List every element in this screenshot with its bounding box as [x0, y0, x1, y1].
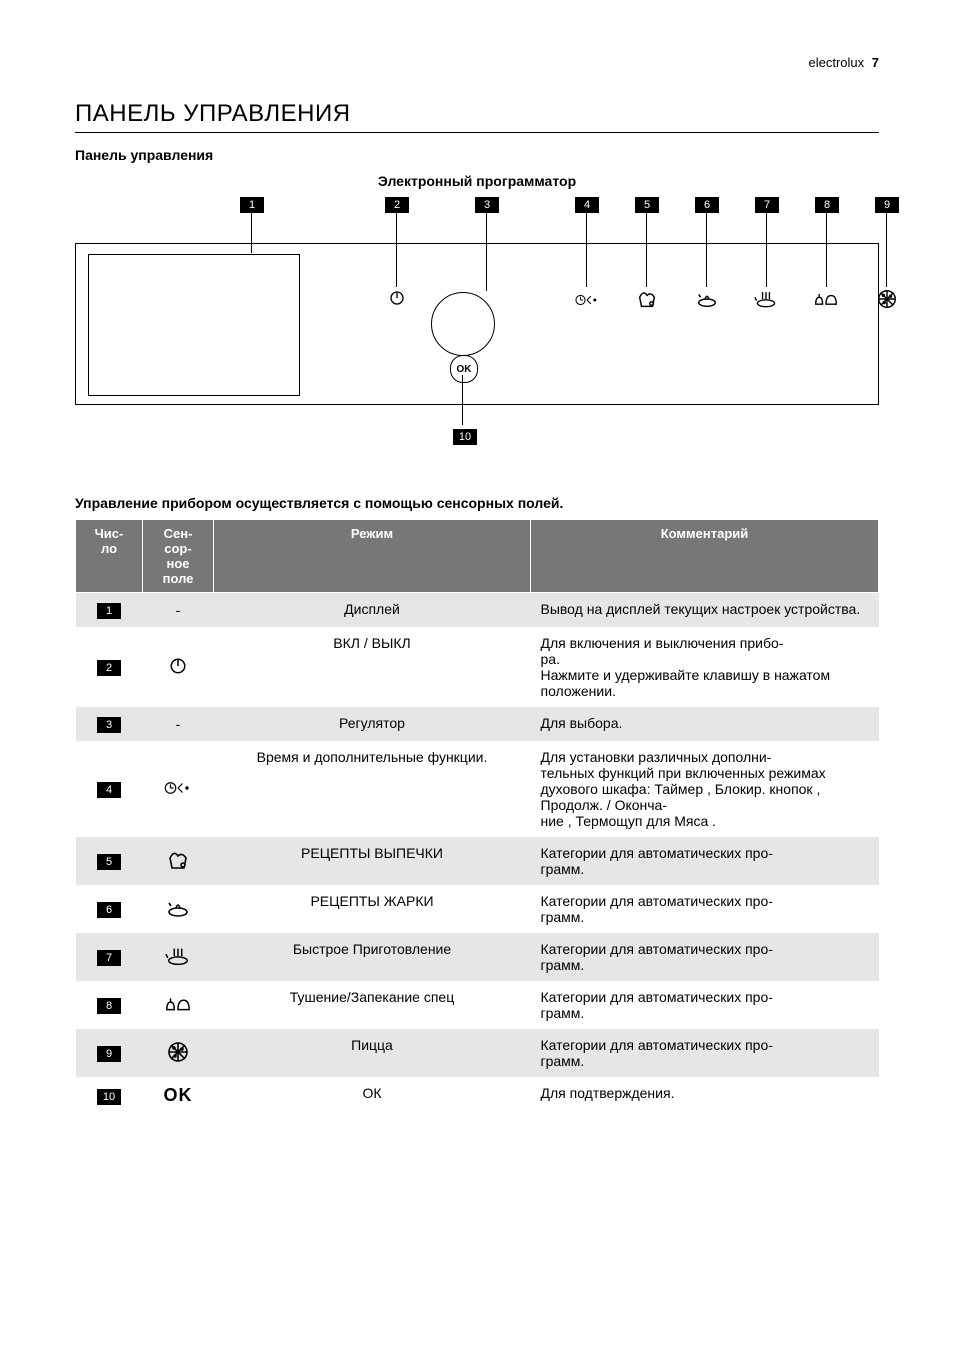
- power-icon: [389, 290, 405, 311]
- row-sensor: OK: [143, 1077, 214, 1114]
- baking-icon: [636, 288, 658, 316]
- control-panel-diagram: 1 2 3 4 5 6 7 8 9 OK: [75, 195, 879, 475]
- quick-cook-icon: [165, 955, 191, 971]
- row-mode: ВКЛ / ВЫКЛ: [214, 627, 531, 707]
- row-mode: Дисплей: [214, 593, 531, 628]
- table-row: 6 РЕЦЕПТЫ ЖАРКИКатегории для автоматическ…: [76, 885, 879, 933]
- table-row: 5 РЕЦЕПТЫ ВЫПЕЧКИКатегории для автоматиче…: [76, 837, 879, 885]
- row-mode: РЕЦЕПТЫ ЖАРКИ: [214, 885, 531, 933]
- table-row: 8 Тушение/Запекание спецКатегории для авт…: [76, 981, 879, 1029]
- row-sensor: [143, 741, 214, 837]
- page-number: 7: [872, 55, 879, 70]
- row-number: 7: [76, 933, 143, 981]
- stew-bake-icon: [165, 1003, 191, 1019]
- quick-cook-icon: [754, 288, 778, 316]
- row-number: 3: [76, 707, 143, 741]
- power-icon: [169, 662, 187, 678]
- callout-8: 8: [815, 195, 839, 213]
- row-comment: Для установки различных дополни- тельных…: [531, 741, 879, 837]
- selector-knob: OK: [431, 292, 495, 356]
- subsection-title: Панель управления: [75, 147, 879, 163]
- row-mode: Пицца: [214, 1029, 531, 1077]
- roasting-icon: [696, 288, 718, 316]
- callout-6: 6: [695, 195, 719, 213]
- row-number: 9: [76, 1029, 143, 1077]
- table-row: 7 Быстрое ПриготовлениеКатегории для авто…: [76, 933, 879, 981]
- callout-4: 4: [575, 195, 599, 213]
- row-number: 5: [76, 837, 143, 885]
- table-row: 2 ВКЛ / ВЫКЛДля включения и выключения пр…: [76, 627, 879, 707]
- clock-options-icon: [163, 785, 193, 801]
- row-sensor: [143, 981, 214, 1029]
- row-comment: Категории для автоматических про- грамм.: [531, 981, 879, 1029]
- row-number: 4: [76, 741, 143, 837]
- panel-outline: OK: [75, 243, 879, 405]
- callout-9: 9: [875, 195, 899, 213]
- ok-label: OK: [164, 1085, 193, 1105]
- row-mode: Тушение/Запекание спец: [214, 981, 531, 1029]
- row-number: 6: [76, 885, 143, 933]
- row-sensor: [143, 627, 214, 707]
- row-sensor: [143, 1029, 214, 1077]
- row-number: 8: [76, 981, 143, 1029]
- row-comment: Для выбора.: [531, 707, 879, 741]
- table-row: 1-ДисплейВывод на дисплей текущих настро…: [76, 593, 879, 628]
- baking-icon: [166, 859, 190, 875]
- diagram-title: Электронный программатор: [75, 173, 879, 189]
- th-number: Чис- ло: [76, 520, 143, 593]
- table-row: 9 ПиццаКатегории для автоматических про- …: [76, 1029, 879, 1077]
- row-number: 1: [76, 593, 143, 628]
- stew-bake-icon: [814, 288, 838, 316]
- callout-1: 1: [240, 195, 264, 213]
- row-mode: Быстрое Приготовление: [214, 933, 531, 981]
- display-box: [88, 254, 300, 396]
- brand-label: electrolux: [809, 55, 865, 70]
- section-title: ПАНЕЛЬ УПРАВЛЕНИЯ: [75, 100, 879, 133]
- row-comment: Категории для автоматических про- грамм.: [531, 933, 879, 981]
- row-sensor: [143, 837, 214, 885]
- page-header: electrolux 7: [75, 55, 879, 70]
- th-mode: Режим: [214, 520, 531, 593]
- roasting-icon: [166, 907, 190, 923]
- row-sensor: [143, 885, 214, 933]
- callout-2: 2: [385, 195, 409, 213]
- row-mode: Регулятор: [214, 707, 531, 741]
- clock-options-icon: [574, 290, 600, 316]
- pizza-icon: [166, 1051, 190, 1067]
- row-mode: ОК: [214, 1077, 531, 1114]
- table-row: 10 OK ОКДля подтверждения.: [76, 1077, 879, 1114]
- table-row: 3-РегуляторДля выбора.: [76, 707, 879, 741]
- th-comment: Комментарий: [531, 520, 879, 593]
- row-comment: Для включения и выключения прибо- ра. На…: [531, 627, 879, 707]
- row-sensor: -: [143, 707, 214, 741]
- table-intro: Управление прибором осуществляется с пом…: [75, 495, 879, 511]
- row-comment: Для подтверждения.: [531, 1077, 879, 1114]
- row-number: 10: [76, 1077, 143, 1114]
- row-comment: Вывод на дисплей текущих настроек устрой…: [531, 593, 879, 628]
- table-row: 4 Время и дополнительные функции.Для уста…: [76, 741, 879, 837]
- sensor-table: Чис- ло Сен- сор- ное поле Режим Коммент…: [75, 519, 879, 1114]
- callout-7: 7: [755, 195, 779, 213]
- row-sensor: -: [143, 593, 214, 628]
- row-number: 2: [76, 627, 143, 707]
- th-sensor: Сен- сор- ное поле: [143, 520, 214, 593]
- callout-3: 3: [475, 195, 499, 213]
- pizza-icon: [876, 288, 898, 316]
- row-sensor: [143, 933, 214, 981]
- callout-5: 5: [635, 195, 659, 213]
- row-comment: Категории для автоматических про- грамм.: [531, 1029, 879, 1077]
- ok-button-label: OK: [450, 355, 478, 383]
- row-mode: РЕЦЕПТЫ ВЫПЕЧКИ: [214, 837, 531, 885]
- row-mode: Время и дополнительные функции.: [214, 741, 531, 837]
- row-comment: Категории для автоматических про- грамм.: [531, 837, 879, 885]
- row-comment: Категории для автоматических про- грамм.: [531, 885, 879, 933]
- callout-10: 10: [453, 427, 477, 445]
